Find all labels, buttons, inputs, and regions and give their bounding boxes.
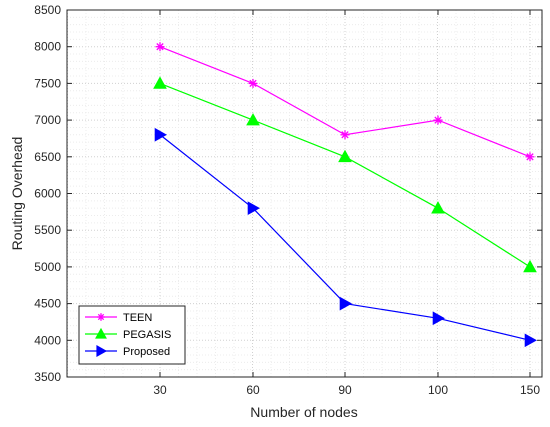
- data-point-proposed: [524, 333, 538, 348]
- data-point-pegasis: [431, 201, 445, 214]
- y-tick-label: 4500: [34, 297, 61, 311]
- triangle-right-marker: [96, 345, 108, 357]
- asterisk-marker: [97, 313, 105, 321]
- legend-label: PEGASIS: [123, 329, 171, 341]
- x-tick-label: 90: [338, 383, 352, 397]
- data-point-teen: [248, 78, 258, 88]
- legend-label: TEEN: [123, 312, 152, 324]
- data-point-pegasis: [153, 76, 167, 89]
- data-point-proposed: [154, 127, 168, 142]
- y-tick-label: 7500: [34, 76, 61, 90]
- legend: TEEN PEGASIS Proposed: [78, 305, 186, 365]
- legend-item: TEEN: [85, 312, 152, 324]
- legend-item: PEGASIS: [85, 327, 171, 341]
- series-pegasis: [153, 76, 537, 273]
- series-proposed: [154, 127, 538, 348]
- legend-label: Proposed: [123, 346, 170, 358]
- tick-labels: 3500 4000 4500 5000 5500 6000 6500 7000 7500 8000…: [34, 3, 540, 397]
- data-point-pegasis: [523, 259, 537, 273]
- data-point-teen: [155, 42, 165, 52]
- y-tick-label: 8500: [34, 3, 61, 17]
- data-point-pegasis: [246, 113, 260, 126]
- triangle-up-marker: [95, 327, 107, 339]
- legend-item: Proposed: [85, 345, 170, 358]
- data-point-teen: [340, 130, 350, 140]
- x-tick-label: 30: [153, 383, 167, 397]
- y-tick-label: 5500: [34, 223, 61, 237]
- y-axis-label: Routing Overhead: [9, 137, 25, 251]
- x-tick-label: 100: [428, 383, 448, 397]
- y-tick-label: 5000: [34, 260, 61, 274]
- series-teen: [155, 42, 535, 162]
- asterisk-stroke: [156, 43, 164, 51]
- y-tick-label: 7000: [34, 113, 61, 127]
- y-tick-label: 6500: [34, 150, 61, 164]
- data-point-teen: [525, 152, 535, 162]
- x-axis-label: Number of nodes: [250, 404, 357, 420]
- asterisk-stroke: [434, 116, 442, 124]
- x-tick-label: 150: [520, 383, 540, 397]
- data-point-proposed: [339, 296, 353, 311]
- data-point-proposed: [432, 311, 446, 326]
- asterisk-stroke: [526, 153, 534, 161]
- series-group: [153, 42, 538, 348]
- asterisk-stroke: [97, 313, 105, 321]
- x-tick-label: 60: [246, 383, 260, 397]
- y-tick-label: 8000: [34, 40, 61, 54]
- asterisk-stroke: [341, 131, 349, 139]
- asterisk-stroke: [249, 79, 257, 88]
- data-point-pegasis: [338, 149, 352, 163]
- data-point-proposed: [247, 201, 261, 216]
- data-point-teen: [433, 115, 443, 125]
- y-tick-label: 3500: [34, 370, 61, 384]
- axes: [66, 9, 543, 378]
- y-tick-label: 4000: [34, 333, 61, 347]
- y-tick-label: 6000: [34, 187, 61, 201]
